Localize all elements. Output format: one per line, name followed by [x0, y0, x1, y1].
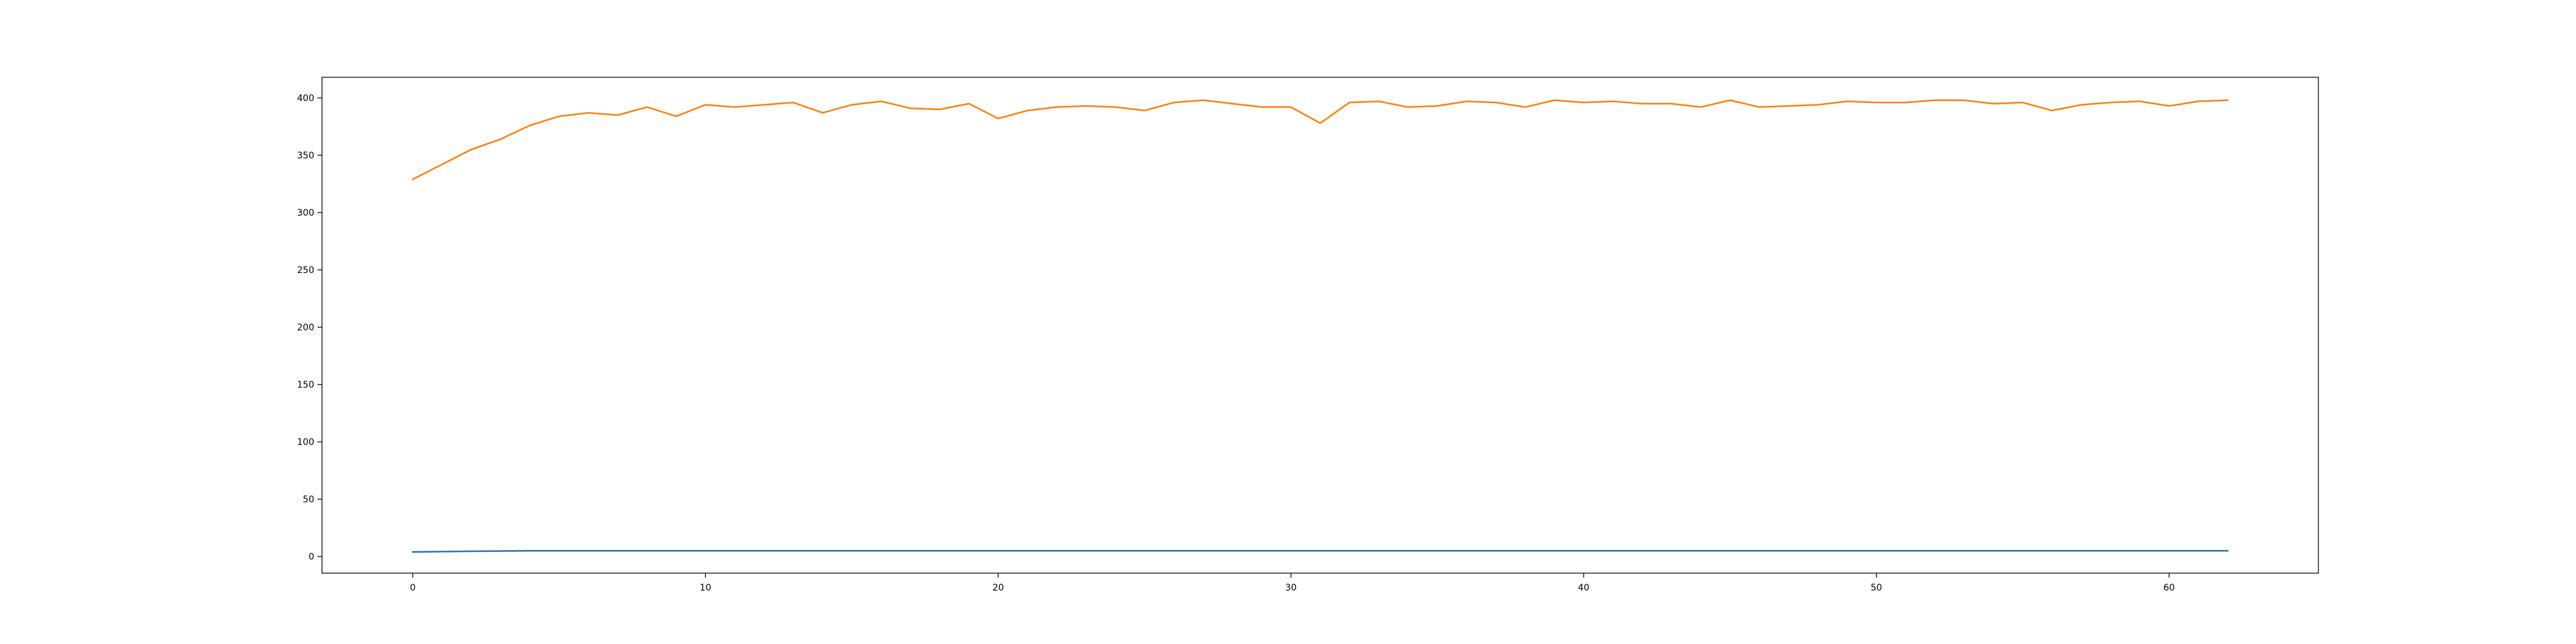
series-line-2	[412, 99, 2229, 181]
axis-ticks: 0 10 20 30 40 50 60 0 50 100 150 200 250 300 350 400	[297, 93, 2175, 593]
axes-frame	[321, 77, 2319, 574]
y-tick-label: 100	[297, 437, 314, 448]
x-tick-label: 10	[700, 583, 712, 593]
x-tick-label: 0	[410, 583, 415, 593]
y-tick-label: 200	[297, 323, 314, 333]
y-tick-label: 400	[297, 93, 314, 104]
y-tick-label: 300	[297, 208, 314, 218]
x-tick-label: 30	[1285, 583, 1297, 593]
plot-area	[412, 99, 2229, 553]
y-tick-label: 250	[297, 265, 314, 276]
series-line-1	[412, 550, 2229, 553]
x-tick-label: 50	[1871, 583, 1882, 593]
x-tick-label: 60	[2163, 583, 2175, 593]
y-tick-label: 150	[297, 380, 314, 390]
y-tick-label: 350	[297, 151, 314, 161]
y-tick-label: 0	[308, 552, 314, 562]
x-tick-label: 40	[1578, 583, 1589, 593]
x-tick-label: 20	[992, 583, 1004, 593]
y-tick-label: 50	[303, 495, 314, 505]
